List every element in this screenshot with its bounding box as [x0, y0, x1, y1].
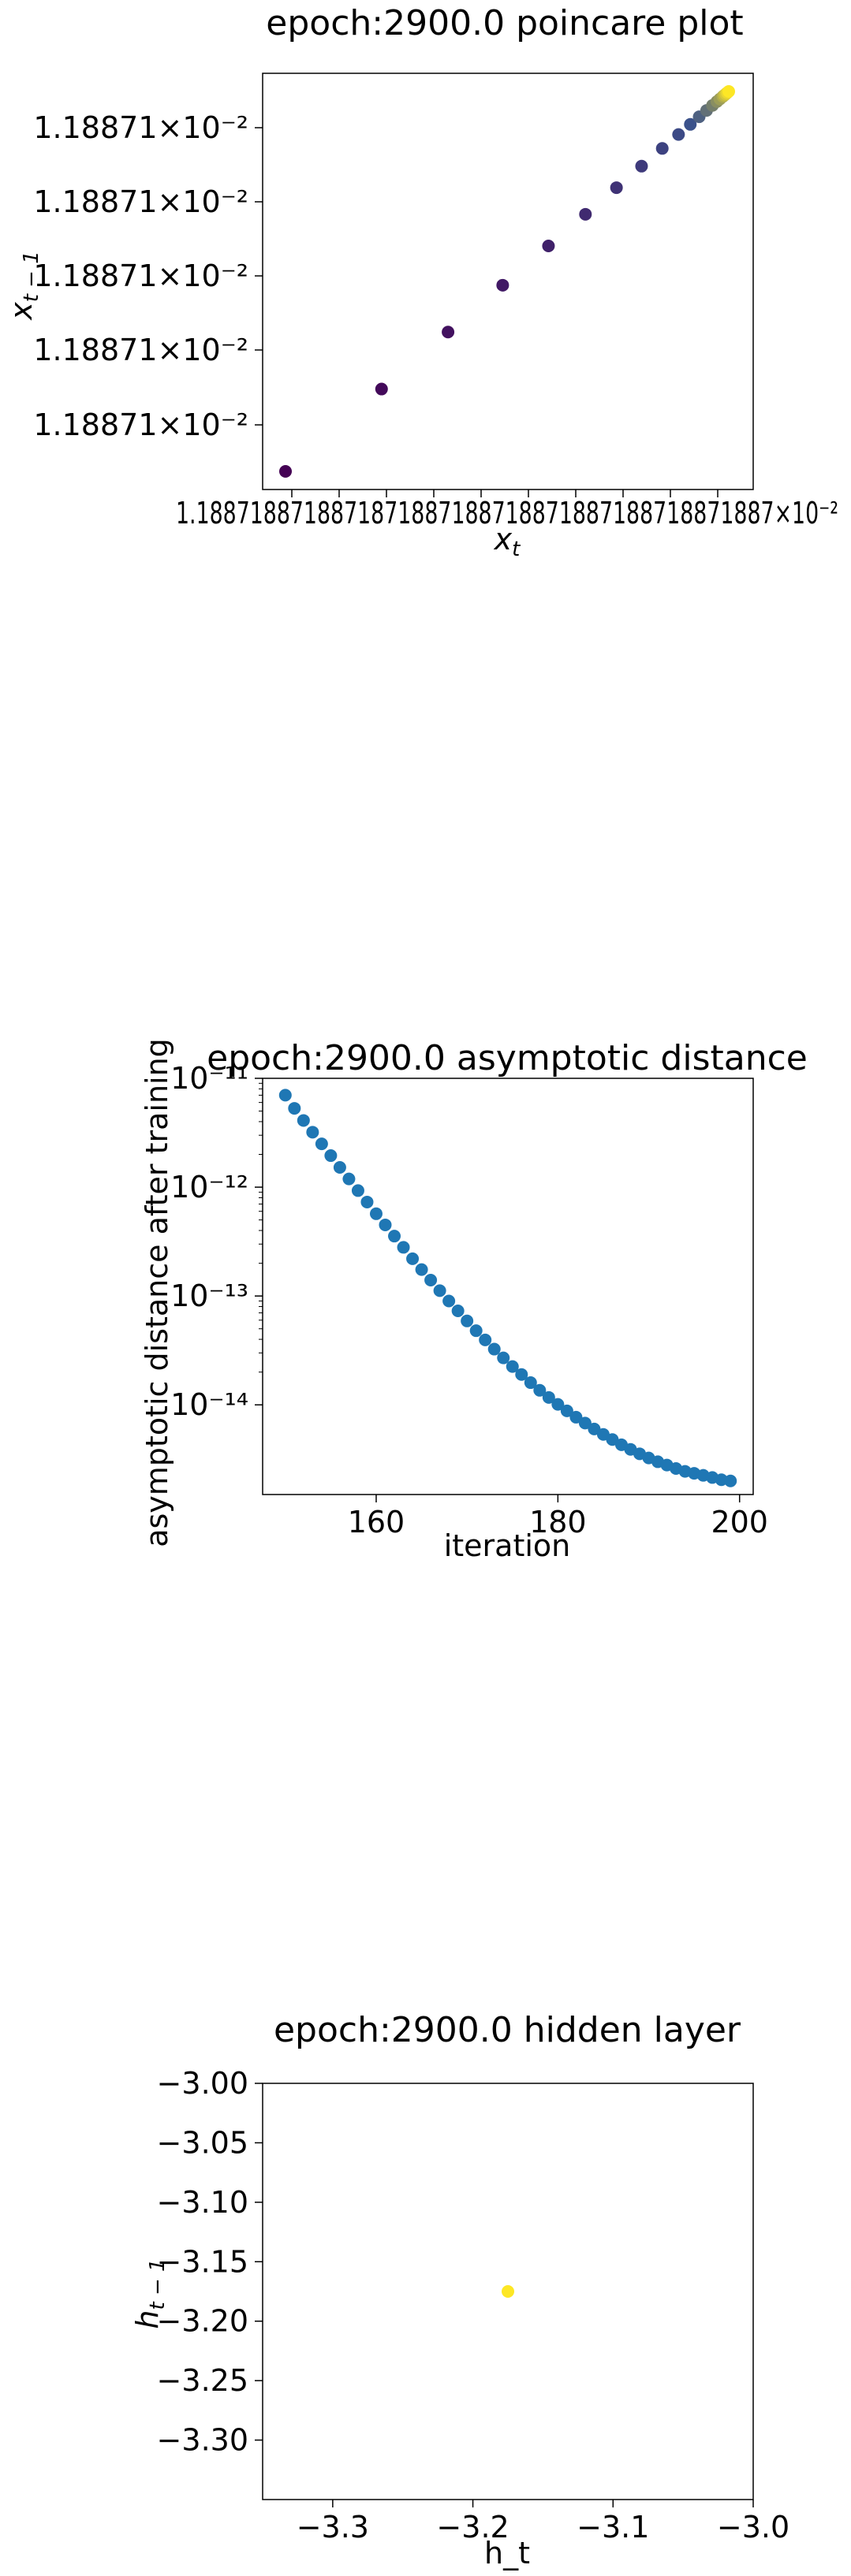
- chart2-title: epoch:2900.0 asymptotic distance: [207, 1038, 808, 1078]
- chart2-point: [324, 1149, 338, 1163]
- chart2-x-label: iteration: [444, 1528, 571, 1563]
- chart1-y-tick-label: 1.18871×10⁻²: [33, 408, 248, 442]
- chart2-axes-frame: [262, 1078, 754, 1495]
- chart2-x-tick-label: 180: [529, 1505, 587, 1539]
- chart2-y-tick-label: 10⁻¹⁴: [170, 1387, 248, 1422]
- chart-poincare: epoch:2900.0 poincare plot 1.18871×10⁻²1…: [4, 3, 838, 561]
- chart1-y-tick-label: 1.18871×10⁻²: [33, 259, 248, 293]
- chart2-point: [333, 1160, 346, 1174]
- chart3-y-ticks: −3.00 −3.05 −3.10 −3.15 −3.20 −3.25 −3.30: [157, 2066, 263, 2458]
- chart1-point: [496, 278, 509, 292]
- chart1-point: [442, 326, 455, 339]
- chart2-point: [369, 1207, 383, 1220]
- chart2-point: [479, 1333, 492, 1346]
- chart1-point: [579, 207, 592, 221]
- chart1-points: [279, 85, 735, 478]
- chart2-point: [351, 1184, 364, 1197]
- chart2-point: [542, 1390, 555, 1404]
- chart2-point: [497, 1351, 510, 1364]
- chart3-x-tick-label: −3.1: [577, 2510, 649, 2544]
- chart2-point: [442, 1294, 456, 1308]
- chart2-point: [506, 1360, 519, 1373]
- chart2-y-tick-label: 10⁻¹¹: [170, 1061, 248, 1096]
- chart2-x-tick-label: 160: [348, 1505, 405, 1539]
- chart3-y-tick-label: −3.30: [157, 2423, 248, 2458]
- chart1-y-tick-label: 1.18871×10⁻²: [33, 184, 248, 219]
- chart1-point: [672, 128, 685, 141]
- chart2-points: [278, 1089, 737, 1487]
- chart1-point: [722, 85, 735, 98]
- chart-asymptotic: epoch:2900.0 asymptotic distance 10⁻¹¹10…: [140, 1038, 808, 1563]
- chart2-point: [533, 1383, 547, 1397]
- chart1-axes-frame: [262, 73, 754, 490]
- chart2-point: [524, 1376, 537, 1390]
- chart2-point: [588, 1422, 601, 1435]
- chart-hidden: epoch:2900.0 hidden layer −3.00 −3.05 −3.1…: [130, 2010, 789, 2570]
- chart3-y-tick-label: −3.25: [157, 2363, 248, 2398]
- chart2-point: [551, 1398, 565, 1411]
- chart1-point: [635, 159, 648, 173]
- chart3-x-ticks: −3.3 −3.2 −3.1 −3.0: [297, 2500, 789, 2544]
- chart1-x-tick-labels: 1.18871887188718718871887188718871887188…: [176, 496, 838, 530]
- chart2-y-tick-label: 10⁻¹²: [170, 1170, 248, 1204]
- chart3-x-tick-label: −3.2: [436, 2510, 509, 2544]
- chart1-y-tick-label: 1.18871×10⁻²: [33, 333, 248, 367]
- chart2-point: [451, 1305, 465, 1318]
- chart1-y-label: xt − 1: [4, 251, 43, 321]
- chart2-point: [406, 1252, 420, 1265]
- chart2-point: [424, 1273, 438, 1286]
- chart3-y-tick-label: −3.20: [157, 2304, 248, 2339]
- chart1-point: [279, 465, 292, 478]
- chart2-point: [379, 1218, 392, 1231]
- chart2-point: [397, 1241, 410, 1254]
- chart2-point: [569, 1410, 583, 1424]
- chart3-y-tick-label: −3.05: [157, 2125, 248, 2160]
- chart2-point: [342, 1172, 356, 1186]
- chart3-y-tick-label: −3.10: [157, 2185, 248, 2220]
- chart3-x-tick-label: −3.3: [297, 2510, 369, 2544]
- chart2-point: [288, 1102, 301, 1115]
- chart2-point: [315, 1137, 328, 1151]
- chart2-point: [360, 1195, 374, 1208]
- chart3-points: [502, 2285, 514, 2298]
- chart2-point: [515, 1368, 528, 1381]
- chart2-point: [433, 1284, 446, 1297]
- chart2-point: [278, 1089, 292, 1102]
- chart1-x-ticks: 1.18871887188718718871887188718871887188…: [176, 490, 838, 530]
- chart3-y-tick-label: −3.15: [157, 2244, 248, 2279]
- chart2-point: [724, 1474, 737, 1487]
- chart2-point: [415, 1263, 428, 1276]
- chart1-title: epoch:2900.0 poincare plot: [266, 3, 743, 43]
- chart1-point: [684, 117, 697, 131]
- chart3-title: epoch:2900.0 hidden layer: [274, 2010, 741, 2050]
- chart2-y-tick-label: 10⁻¹³: [170, 1279, 248, 1313]
- chart2-point: [306, 1126, 319, 1139]
- chart2-point: [487, 1342, 501, 1356]
- chart3-y-label: ht − 1: [130, 2258, 170, 2328]
- chart2-x-ticks: 160 180 200: [348, 1495, 768, 1539]
- chart2-point: [560, 1404, 573, 1417]
- chart1-y-ticks: 1.18871×10⁻² 1.18871×10⁻² 1.18871×10⁻² 1.18…: [33, 110, 263, 442]
- chart3-x-label: h_t: [484, 2536, 530, 2570]
- chart3-point: [502, 2285, 514, 2298]
- chart1-point: [655, 142, 669, 155]
- chart2-point: [388, 1230, 401, 1243]
- chart2-point: [461, 1314, 474, 1327]
- chart3-y-tick-label: −3.00: [157, 2066, 248, 2101]
- chart1-point: [375, 382, 388, 396]
- chart3-x-tick-label: −3.0: [717, 2510, 789, 2544]
- chart1-point: [610, 181, 623, 195]
- chart2-point: [469, 1324, 483, 1338]
- chart2-y-label: asymptotic distance after training: [140, 1038, 174, 1547]
- chart2-y-ticks: 10⁻¹¹ 10⁻¹² 10⁻¹³ 10⁻¹⁴: [170, 1061, 263, 1422]
- chart1-point: [542, 240, 555, 253]
- chart1-y-tick-label: 1.18871×10⁻²: [33, 110, 248, 145]
- chart3-axes-frame: [262, 2083, 754, 2500]
- chart2-x-tick-label: 200: [711, 1505, 768, 1539]
- chart2-point: [297, 1114, 310, 1127]
- chart2-point: [578, 1416, 592, 1430]
